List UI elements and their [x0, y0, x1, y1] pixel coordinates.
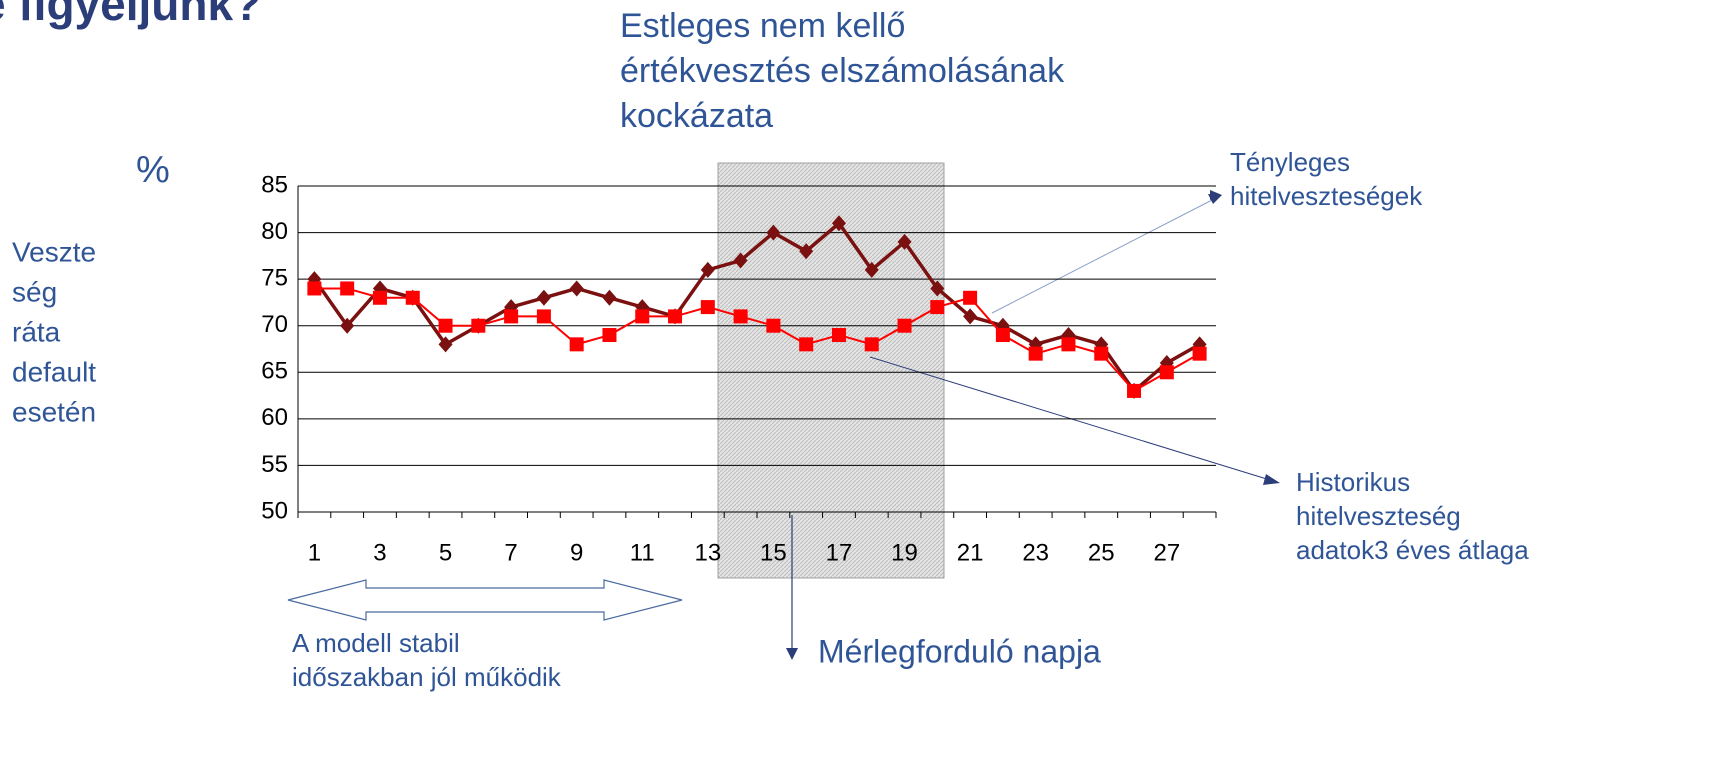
marker	[668, 309, 683, 324]
marker	[995, 328, 1010, 343]
y-tick-label: 55	[261, 451, 288, 478]
x-tick-label: 19	[891, 539, 918, 566]
marker	[1061, 337, 1076, 352]
series-line	[314, 287, 1201, 393]
highlight-region	[717, 162, 945, 579]
marker	[340, 281, 355, 296]
marker	[438, 318, 453, 333]
annotation: Tényleges	[1230, 147, 1350, 177]
title: e figyeljünk?	[0, 0, 261, 30]
marker	[766, 224, 781, 241]
marker	[1192, 346, 1207, 361]
x-tick-label: 5	[439, 539, 452, 566]
marker	[700, 261, 715, 278]
marker	[733, 309, 748, 324]
marker	[569, 337, 584, 352]
arrow-line	[991, 197, 1217, 314]
x-tick-label: 3	[373, 539, 386, 566]
arrow-head	[1210, 190, 1222, 200]
marker	[963, 308, 978, 325]
marker	[700, 300, 715, 315]
marker	[340, 317, 355, 334]
annotation: hitelveszteségek	[1230, 181, 1423, 211]
y-axis-label: default	[12, 356, 96, 387]
marker	[536, 309, 551, 324]
y-tick-label: 50	[261, 497, 288, 524]
marker	[635, 309, 650, 324]
annotation: időszakban jól működik	[292, 662, 562, 692]
x-tick-label: 27	[1153, 539, 1180, 566]
marker	[471, 318, 486, 333]
marker	[372, 290, 387, 305]
x-tick-label: 11	[630, 539, 655, 566]
marker	[799, 337, 814, 352]
marker	[1028, 346, 1043, 361]
double-arrow	[287, 579, 683, 621]
y-tick-label: 75	[261, 264, 288, 291]
marker	[864, 261, 879, 278]
y-tick-label: 60	[261, 404, 288, 431]
annotation: A modell stabil	[292, 628, 460, 658]
marker	[602, 328, 617, 343]
x-tick-label: 21	[957, 539, 984, 566]
x-tick-label: 23	[1022, 539, 1049, 566]
x-tick-label: 1	[308, 539, 321, 566]
marker	[602, 289, 617, 306]
annotation: Historikus	[1296, 467, 1410, 497]
y-axis-label: ráta	[12, 316, 61, 347]
marker	[864, 337, 879, 352]
marker	[569, 280, 584, 297]
marker	[831, 215, 846, 232]
marker	[963, 290, 978, 305]
marker	[1127, 383, 1142, 398]
annotation: Mérlegforduló napja	[818, 633, 1101, 669]
y-tick-label: 65	[261, 358, 288, 385]
y-axis-label: Veszte	[12, 236, 96, 267]
annotation: adatok3 éves átlaga	[1296, 535, 1529, 565]
marker	[405, 290, 420, 305]
marker	[536, 289, 551, 306]
annotation: Estleges nem kellő	[620, 7, 905, 45]
y-tick-label: 70	[261, 311, 288, 338]
y-tick-label: 80	[261, 218, 288, 245]
y-axis-label: ség	[12, 276, 57, 307]
x-tick-label: 15	[760, 539, 787, 566]
marker	[897, 318, 912, 333]
annotation: kockázata	[620, 97, 773, 135]
annotation: értékvesztés elszámolásának	[620, 52, 1065, 90]
marker	[831, 328, 846, 343]
x-tick-label: 25	[1088, 539, 1115, 566]
series-line	[312, 220, 1201, 394]
x-tick-label: 9	[570, 539, 583, 566]
y-tick-label: 85	[261, 171, 288, 198]
marker	[307, 281, 322, 296]
arrow-head	[1263, 474, 1280, 485]
x-tick-label: 17	[826, 539, 853, 566]
x-tick-label: 7	[504, 539, 517, 566]
marker	[1094, 346, 1109, 361]
marker	[799, 243, 814, 260]
marker	[766, 318, 781, 333]
marker	[1159, 365, 1174, 380]
marker	[930, 300, 945, 315]
y-axis-label: esetén	[12, 396, 96, 427]
marker	[930, 280, 945, 297]
arrow-head	[786, 648, 798, 660]
marker	[438, 336, 453, 353]
annotation: hitelveszteség	[1296, 501, 1461, 531]
marker	[733, 252, 748, 269]
unit-label: %	[136, 149, 170, 191]
marker	[504, 309, 519, 324]
marker	[897, 233, 912, 250]
x-tick-label: 13	[694, 539, 721, 566]
